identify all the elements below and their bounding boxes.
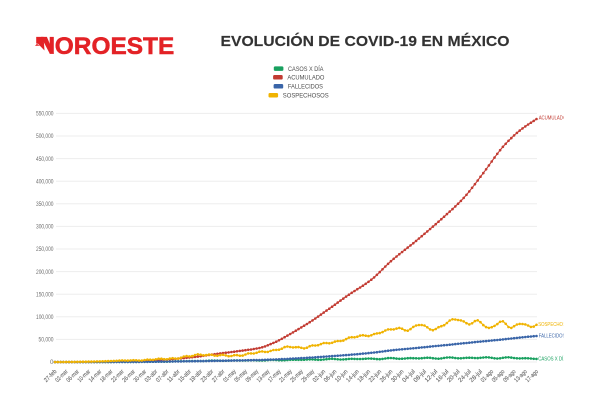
svg-text:SOSPECHOSOS: SOSPECHOSOS <box>538 322 572 328</box>
svg-text:FALLECIDOS: FALLECIDOS <box>288 84 323 91</box>
svg-text:400,000: 400,000 <box>36 178 54 185</box>
svg-text:250,000: 250,000 <box>36 246 54 253</box>
svg-text:OROESTE: OROESTE <box>55 33 175 60</box>
svg-text:150,000: 150,000 <box>36 291 54 298</box>
svg-text:350,000: 350,000 <box>36 201 54 208</box>
svg-text:450,000: 450,000 <box>36 156 54 163</box>
svg-text:200,000: 200,000 <box>36 269 54 276</box>
svg-text:ACUMULADO: ACUMULADO <box>539 115 567 121</box>
svg-text:CASOS X DÍA: CASOS X DÍA <box>538 356 566 363</box>
svg-text:500,000: 500,000 <box>36 133 54 140</box>
svg-text:300,000: 300,000 <box>36 224 54 231</box>
svg-text:ACUMULADO: ACUMULADO <box>287 75 324 82</box>
svg-text:550,000: 550,000 <box>36 111 54 118</box>
svg-text:FALLECIDOS: FALLECIDOS <box>539 334 566 340</box>
svg-text:50,000: 50,000 <box>39 337 54 344</box>
svg-text:0: 0 <box>50 359 54 366</box>
svg-text:EVOLUCIÓN DE COVID-19 EN MÉXIC: EVOLUCIÓN DE COVID-19 EN MÉXICO <box>221 32 510 50</box>
svg-text:CASOS X DÍA: CASOS X DÍA <box>288 64 324 73</box>
svg-text:SOSPECHOSOS: SOSPECHOSOS <box>283 93 329 100</box>
svg-text:100,000: 100,000 <box>36 314 54 321</box>
